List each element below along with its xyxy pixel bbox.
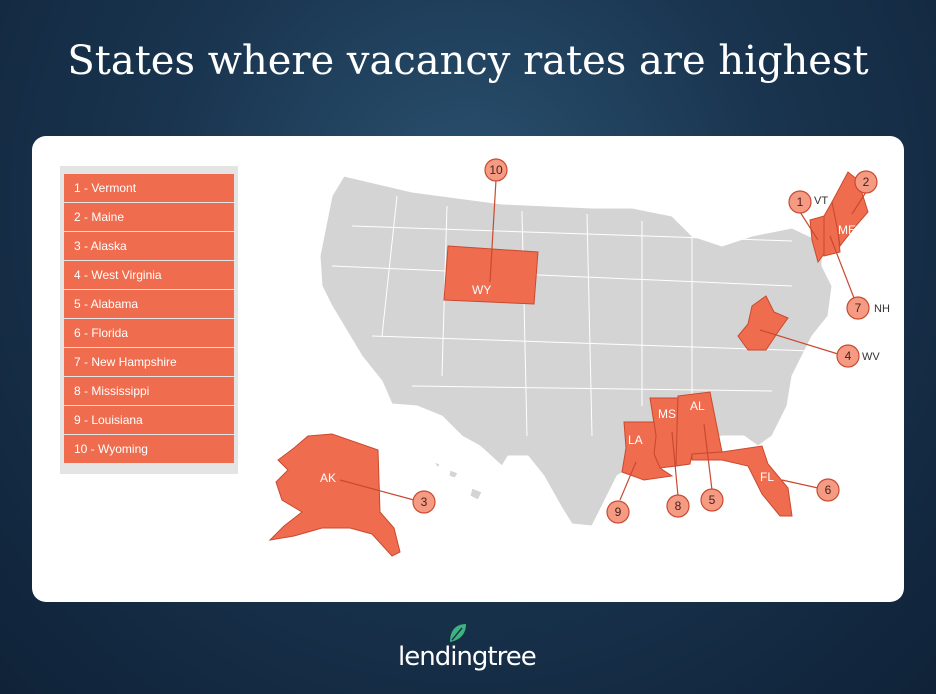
- svg-text:8: 8: [675, 499, 682, 513]
- legend-item: 1 - Vermont: [64, 174, 234, 202]
- label-nh: NH: [874, 303, 890, 315]
- svg-text:1: 1: [797, 195, 804, 209]
- callout-me: 2: [851, 170, 878, 215]
- callout-fl: 6: [781, 478, 840, 502]
- svg-text:4: 4: [845, 349, 852, 363]
- legend-item: 9 - Louisiana: [64, 406, 234, 434]
- svg-text:7: 7: [855, 301, 862, 315]
- label-al: AL: [690, 399, 705, 413]
- callout-ak: 3: [339, 479, 436, 514]
- svg-text:5: 5: [709, 493, 716, 507]
- ranking-legend: 1 - Vermont 2 - Maine 3 - Alaska 4 - Wes…: [60, 166, 238, 474]
- legend-item: 10 - Wyoming: [64, 435, 234, 463]
- hawaii-shape: [432, 461, 483, 501]
- callout-al: 5: [700, 423, 724, 512]
- callout-la: 9: [606, 461, 637, 524]
- page-title: States where vacancy rates are highest: [67, 38, 869, 84]
- callout-vt: 1 VT: [788, 190, 828, 241]
- legend-item: 7 - New Hampshire: [64, 348, 234, 376]
- label-wv: WV: [862, 351, 880, 363]
- label-ak: AK: [320, 471, 336, 485]
- svg-text:10: 10: [489, 163, 503, 177]
- label-ms: MS: [658, 407, 676, 421]
- legend-item: 2 - Maine: [64, 203, 234, 231]
- svg-text:9: 9: [615, 505, 622, 519]
- svg-text:6: 6: [825, 483, 832, 497]
- legend-item: 6 - Florida: [64, 319, 234, 347]
- lendingtree-logo[interactable]: lendingtree: [398, 642, 537, 672]
- svg-text:2: 2: [863, 175, 870, 189]
- legend-item: 3 - Alaska: [64, 232, 234, 260]
- label-fl: FL: [760, 470, 774, 484]
- legend-item: 5 - Alabama: [64, 290, 234, 318]
- label-wy: WY: [472, 283, 491, 297]
- callout-wv: 4 WV: [759, 329, 880, 368]
- state-west-virginia[interactable]: [737, 295, 789, 351]
- legend-item: 8 - Mississippi: [64, 377, 234, 405]
- map-card: WY AK ME MS AL LA FL 10 3 4 WV 1 VT: [32, 136, 904, 602]
- callout-nh: 7 NH: [829, 235, 890, 320]
- callout-ms: 8: [666, 431, 690, 518]
- state-florida[interactable]: [691, 445, 793, 517]
- label-me: ME: [838, 223, 856, 237]
- label-la: LA: [628, 433, 643, 447]
- state-alaska[interactable]: [268, 433, 401, 557]
- leaf-icon: [450, 624, 466, 642]
- label-vt: VT: [814, 195, 828, 207]
- legend-item: 4 - West Virginia: [64, 261, 234, 289]
- callout-wy: 10: [484, 158, 508, 283]
- svg-text:3: 3: [421, 495, 428, 509]
- us-map: WY AK ME MS AL LA FL 10 3 4 WV 1 VT: [268, 158, 890, 557]
